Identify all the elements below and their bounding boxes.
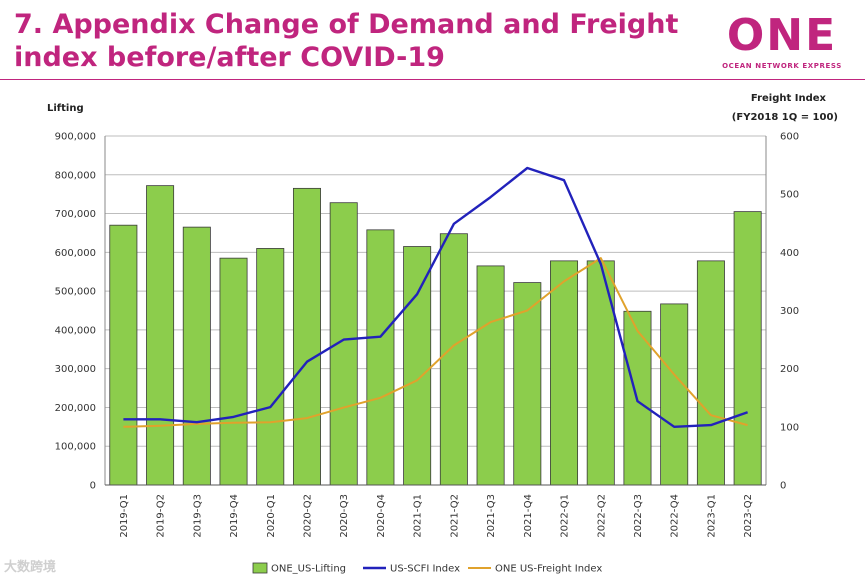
legend-label-lifting: ONE_US-Lifting [271,564,346,575]
bar [182,226,211,486]
title-line-2: index before/after COVID-19 [14,42,445,73]
y2-tick-label: 500 [780,190,799,201]
bar [403,246,432,486]
bar [329,202,358,486]
bar [439,233,468,486]
bar [219,257,248,486]
x-tick-label: 2020-Q4 [376,494,387,538]
one-logo: ONE OCEAN NETWORK EXPRESS [712,12,852,80]
title-line-1: 7. Appendix Change of Demand and Freight [14,9,679,40]
y2-tick-label: 600 [780,132,799,143]
x-tick-label: 2019-Q3 [192,494,203,538]
series-line [123,257,748,428]
bar [586,260,615,486]
bar [146,185,175,486]
plot-frame [104,136,767,486]
x-tick-label: 2022-Q1 [560,494,571,538]
y-tick-label: 600,000 [55,248,96,259]
y-tick-label: 900,000 [55,132,96,143]
x-tick-label: 2019-Q2 [156,494,167,538]
x-tick-label: 2022-Q2 [596,494,607,538]
x-tick-label: 2019-Q4 [229,494,240,538]
legend-swatch-lifting [252,562,268,574]
y-tick-label: 0 [90,481,96,492]
legend: ONE_US-Lifting US-SCFI Index ONE US-Freigh… [252,562,602,575]
x-tick-label: 2021-Q4 [523,494,534,538]
bar-series [109,185,762,486]
bar [292,187,321,486]
x-axis-ticks: 2019-Q1 2019-Q2 2019-Q3 2019-Q4 2020-Q1 2020-… [119,494,754,538]
series-line [123,166,748,428]
y-axis-ticks: 0 100,000 200,000 300,000 400,000 500,000 600,… [55,132,96,492]
y2-tick-label: 0 [780,481,786,492]
y2-tick-label: 400 [780,248,799,259]
x-tick-label: 2022-Q3 [633,494,644,538]
page-title: 7. Appendix Change of Demand and Freight… [14,8,694,74]
x-tick-label: 2021-Q1 [413,494,424,538]
y2-tick-label: 100 [780,422,799,433]
bar [476,265,505,486]
x-tick-label: 2021-Q2 [449,494,460,538]
bar [109,224,138,486]
logo-subtitle: OCEAN NETWORK EXPRESS [722,62,842,70]
bar [660,303,689,486]
x-tick-label: 2020-Q2 [302,494,313,538]
y-tick-label: 400,000 [55,325,96,336]
x-tick-label: 2022-Q4 [670,494,681,538]
x-tick-label: 2023-Q1 [706,494,717,538]
bar [550,260,579,486]
bar [733,211,762,486]
bar [256,248,285,486]
x-tick-label: 2023-Q2 [743,494,754,538]
x-tick-label: 2021-Q3 [486,494,497,538]
x-tick-label: 2020-Q3 [339,494,350,538]
x-tick-label: 2019-Q1 [119,494,130,538]
header-rule [0,79,865,80]
y-tick-label: 500,000 [55,287,96,298]
legend-label-freight: ONE US-Freight Index [495,564,602,575]
y-tick-label: 100,000 [55,442,96,453]
gridlines [105,135,766,447]
y2-axis-sublabel: (FY2018 1Q = 100) [732,112,838,123]
y2-tick-label: 200 [780,364,799,375]
y-tick-label: 300,000 [55,364,96,375]
y-axis-label: Lifting [47,103,84,114]
y2-axis-label: Freight Index [751,93,827,104]
watermark: 大数跨境 [4,560,57,575]
line-series [123,166,748,428]
bar [366,229,395,486]
legend-label-scfi: US-SCFI Index [390,564,460,575]
logo-word: ONE [726,10,838,61]
y-tick-label: 200,000 [55,403,96,414]
y2-tick-label: 300 [780,306,799,317]
x-tick-label: 2020-Q1 [266,494,277,538]
bar [696,260,725,486]
y-tick-label: 800,000 [55,170,96,181]
y-tick-label: 700,000 [55,209,96,220]
y2-axis-ticks: 0 100 200 300 400 500 600 [780,132,799,492]
